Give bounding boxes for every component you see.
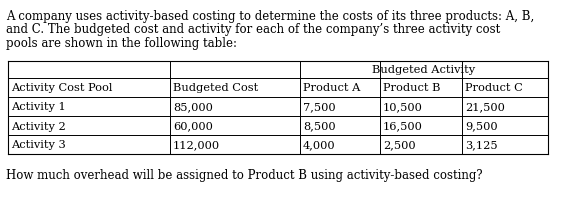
Text: Activity 3: Activity 3: [11, 140, 66, 150]
Text: 85,000: 85,000: [173, 102, 213, 112]
Text: Activity Cost Pool: Activity Cost Pool: [11, 83, 112, 93]
Text: Product C: Product C: [465, 83, 523, 93]
Text: Budgeted Cost: Budgeted Cost: [173, 83, 258, 93]
Text: pools are shown in the following table:: pools are shown in the following table:: [6, 37, 237, 50]
Text: 10,500: 10,500: [383, 102, 423, 112]
Text: 7,500: 7,500: [303, 102, 336, 112]
Text: Product A: Product A: [303, 83, 360, 93]
Text: A company uses activity-based costing to determine the costs of its three produc: A company uses activity-based costing to…: [6, 10, 534, 23]
Text: Product B: Product B: [383, 83, 441, 93]
Text: 3,125: 3,125: [465, 140, 498, 150]
Text: and C. The budgeted cost and activity for each of the company’s three activity c: and C. The budgeted cost and activity fo…: [6, 23, 500, 36]
Text: 8,500: 8,500: [303, 121, 336, 131]
Text: 2,500: 2,500: [383, 140, 416, 150]
Text: 16,500: 16,500: [383, 121, 423, 131]
Text: 112,000: 112,000: [173, 140, 220, 150]
Text: Activity 2: Activity 2: [11, 121, 66, 131]
Text: Budgeted Activity: Budgeted Activity: [372, 65, 475, 75]
Text: Activity 1: Activity 1: [11, 102, 66, 112]
Text: 4,000: 4,000: [303, 140, 336, 150]
Text: 9,500: 9,500: [465, 121, 498, 131]
Text: 21,500: 21,500: [465, 102, 505, 112]
Text: How much overhead will be assigned to Product B using activity-based costing?: How much overhead will be assigned to Pr…: [6, 168, 483, 181]
Text: 60,000: 60,000: [173, 121, 213, 131]
